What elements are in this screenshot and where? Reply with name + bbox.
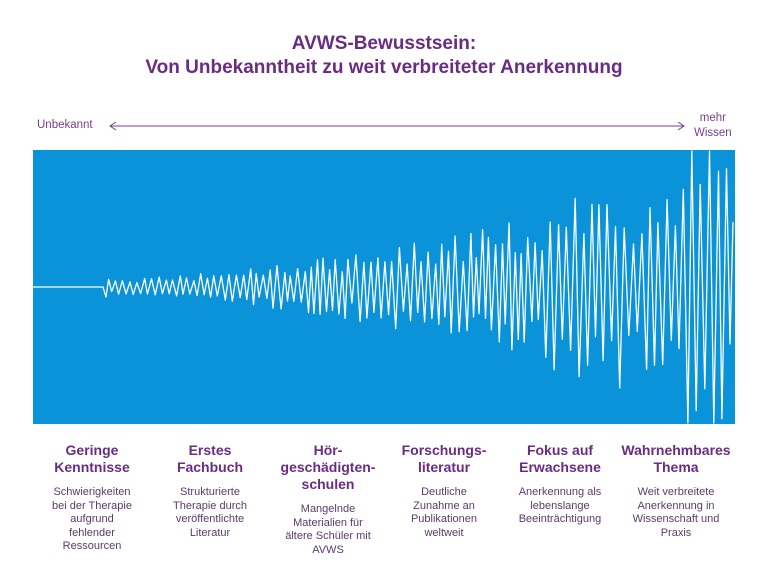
stage-description: Deutliche Zunahme an Publikationen weltweit	[385, 486, 503, 540]
stage-description-line: Zunahme an	[413, 499, 475, 512]
stage-description-line: bei der Therapie	[52, 499, 132, 512]
stage-4: Forschungs-literatur Deutliche Zunahme an P…	[385, 442, 503, 540]
stage-description-line: Materialien für	[293, 516, 363, 529]
stage-description-line: Wissenschaft und	[632, 513, 720, 525]
stage-description-line: AVWS	[312, 543, 344, 556]
stage-heading-line: Fachbuch	[176, 459, 244, 475]
axis-label-more: mehr	[699, 112, 726, 124]
stage-heading-line: Hör-	[313, 442, 343, 458]
stage-description-line: Schwierigkeiten	[53, 486, 131, 498]
waveform-icon	[33, 150, 734, 424]
stage-heading: Geringe Kenntnisse	[33, 442, 151, 476]
stage-heading-line: Fokus auf	[526, 442, 594, 458]
stage-5: Fokus auf Erwachsene Anerkennung als lebens…	[501, 442, 619, 527]
stage-description-line: weltweit	[424, 526, 464, 539]
stage-heading-line: Forschungs-	[401, 442, 487, 458]
stage-heading-line: schulen	[301, 476, 355, 492]
stage-description-line: aufgrund	[70, 513, 114, 525]
stage-heading-line: literatur	[417, 459, 471, 475]
double-arrow-icon	[109, 121, 685, 131]
waveform-panel	[33, 150, 735, 424]
awareness-axis: Unbekannt mehr Wissen	[0, 108, 768, 148]
stage-description-line: Praxis	[660, 526, 692, 539]
axis-label-unknown: Unbekannt	[37, 119, 93, 131]
stage-heading: Wahrnehmbares Thema	[617, 442, 735, 476]
stage-heading: Erstes Fachbuch	[151, 442, 269, 476]
stage-2: Erstes Fachbuch Strukturierte Therapie durc…	[151, 442, 269, 540]
stage-description: Schwierigkeiten bei der Therapie aufgrund f…	[33, 486, 151, 554]
stage-description-line: Mangelnde	[300, 503, 356, 515]
stage-heading-line: Geringe	[65, 442, 119, 458]
stage-description-line: Therapie durch	[173, 499, 247, 512]
stage-description: Strukturierte Therapie durch veröffentlich…	[151, 486, 269, 540]
stage-description-line: Beeinträchtigung	[518, 513, 602, 525]
stage-heading: Forschungs-literatur	[385, 442, 503, 476]
title-line-1: AVWS-Bewusstsein:	[291, 33, 477, 54]
stage-description-line: Strukturierte	[180, 486, 240, 498]
stage-1: Geringe Kenntnisse Schwierigkeiten bei der …	[33, 442, 151, 554]
stage-heading: Fokus auf Erwachsene	[501, 442, 619, 476]
stage-description-line: lebenslange	[530, 499, 590, 512]
stage-description-line: Literatur	[189, 526, 231, 539]
title-line-2: Von Unbekanntheit zu weit verbreiteter A…	[145, 57, 623, 78]
chart-title: AVWS-Bewusstsein: Von Unbekanntheit zu w…	[0, 32, 768, 80]
stage-description-line: Publikationen	[410, 513, 478, 525]
stage-6: Wahrnehmbares Thema Weit verbreitete Anerke…	[617, 442, 735, 540]
stage-description-line: veröffentlichte	[175, 513, 245, 525]
stage-heading-line: Kenntnisse	[54, 459, 130, 475]
stage-heading: Hör-geschädigten-schulen	[269, 442, 387, 493]
waveform-line	[33, 150, 734, 424]
stage-description-line: fehlender	[69, 526, 115, 539]
stage-description: Mangelnde Materialien für ältere Schüler m…	[269, 503, 387, 557]
stage-description-line: Weit verbreitete	[637, 486, 715, 498]
stage-description-line: Deutliche	[421, 486, 467, 498]
stage-heading-line: Erwachsene	[519, 459, 601, 475]
stage-description: Anerkennung als lebenslange Beeinträchtigu…	[501, 486, 619, 527]
stage-description-line: Ressourcen	[62, 540, 122, 552]
stage-3: Hör-geschädigten-schulen Mangelnde Materia…	[269, 442, 387, 557]
stage-heading-line: geschädigten-	[280, 459, 376, 475]
stage-heading-line: Thema	[653, 459, 699, 475]
stage-description: Weit verbreitete Anerkennung in Wissenscha…	[617, 486, 735, 540]
stage-description-line: ältere Schüler mit	[285, 530, 371, 542]
axis-label-more-knowledge: mehr Wissen	[694, 111, 732, 141]
stage-description-line: Anerkennung als	[518, 486, 602, 498]
axis-label-knowledge: Wissen	[694, 127, 732, 139]
stage-heading-line: Wahrnehmbares	[621, 442, 731, 458]
stage-description-line: Anerkennung in	[637, 499, 715, 512]
stage-heading-line: Erstes	[188, 442, 232, 458]
